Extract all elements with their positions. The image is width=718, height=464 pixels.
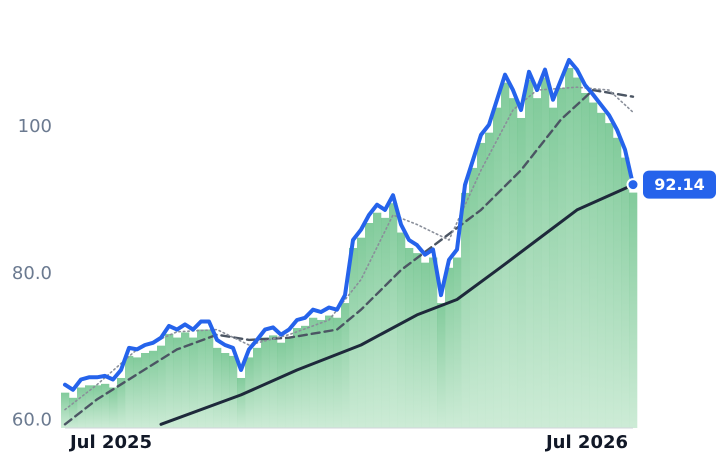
bar <box>413 253 422 428</box>
y-tick-label: 100 <box>18 116 52 137</box>
bar <box>309 317 318 428</box>
bar <box>389 203 398 428</box>
bar <box>165 333 174 428</box>
bar <box>525 79 534 428</box>
bar <box>597 112 606 429</box>
bar <box>589 102 598 428</box>
bar <box>437 303 446 428</box>
bar <box>205 329 214 428</box>
bar <box>285 337 294 428</box>
bar <box>429 257 438 428</box>
x-tick-label: Jul 2025 <box>68 432 152 453</box>
bar <box>221 353 230 428</box>
bar <box>533 98 542 428</box>
bar <box>109 387 118 428</box>
bar <box>333 317 342 428</box>
bars <box>61 68 638 429</box>
lines <box>63 58 640 426</box>
bar <box>133 357 142 428</box>
bar <box>117 377 126 428</box>
x-tick-label: Jul 2026 <box>544 432 628 453</box>
bar <box>301 325 310 428</box>
bar <box>501 82 510 428</box>
labels: 60.0 80.0 100 Jul 2025 Jul 2026 92.14 <box>12 116 716 453</box>
bar <box>77 387 86 428</box>
bar <box>373 212 382 428</box>
bar <box>565 68 574 428</box>
bar <box>421 262 430 428</box>
bar <box>365 223 374 428</box>
bar <box>493 107 502 428</box>
y-tick-label: 80.0 <box>12 263 52 284</box>
y-tick-label: 60.0 <box>12 410 52 431</box>
bar <box>237 377 246 428</box>
bar <box>541 77 550 428</box>
bar <box>581 92 590 428</box>
bar <box>477 142 486 428</box>
bar <box>621 157 630 428</box>
bar <box>293 328 302 428</box>
bar <box>213 347 222 428</box>
bar <box>141 353 150 428</box>
last-value-badge <box>643 170 716 199</box>
line-series <box>64 86 634 411</box>
bar <box>189 337 198 428</box>
bar <box>229 355 238 428</box>
bar <box>357 237 366 428</box>
bar <box>325 315 334 428</box>
bar <box>485 132 494 428</box>
bar <box>613 137 622 429</box>
bar <box>181 332 190 428</box>
bar <box>173 337 182 428</box>
bar <box>197 329 206 428</box>
line-series <box>159 183 635 426</box>
line-series <box>63 88 635 426</box>
bar <box>445 267 454 428</box>
last-point <box>626 178 640 192</box>
bar <box>605 123 614 428</box>
bar <box>101 383 110 428</box>
last-value-label: 92.14 <box>654 175 705 194</box>
bar <box>517 117 526 428</box>
line-series <box>63 58 635 392</box>
bar <box>453 257 462 428</box>
bar <box>469 167 478 428</box>
bar <box>69 397 78 428</box>
bar <box>317 319 326 428</box>
bar <box>405 247 414 428</box>
bar <box>573 77 582 428</box>
bar <box>125 355 134 428</box>
bar <box>461 192 470 428</box>
bar <box>277 342 286 428</box>
bar <box>93 385 102 428</box>
bar <box>629 192 638 428</box>
bar <box>381 217 390 428</box>
bar <box>341 303 350 428</box>
bar <box>509 98 518 428</box>
bar <box>397 232 406 428</box>
bar <box>349 247 358 428</box>
bar <box>557 87 566 429</box>
bar <box>157 345 166 428</box>
bar <box>549 107 558 428</box>
bar <box>149 350 158 428</box>
